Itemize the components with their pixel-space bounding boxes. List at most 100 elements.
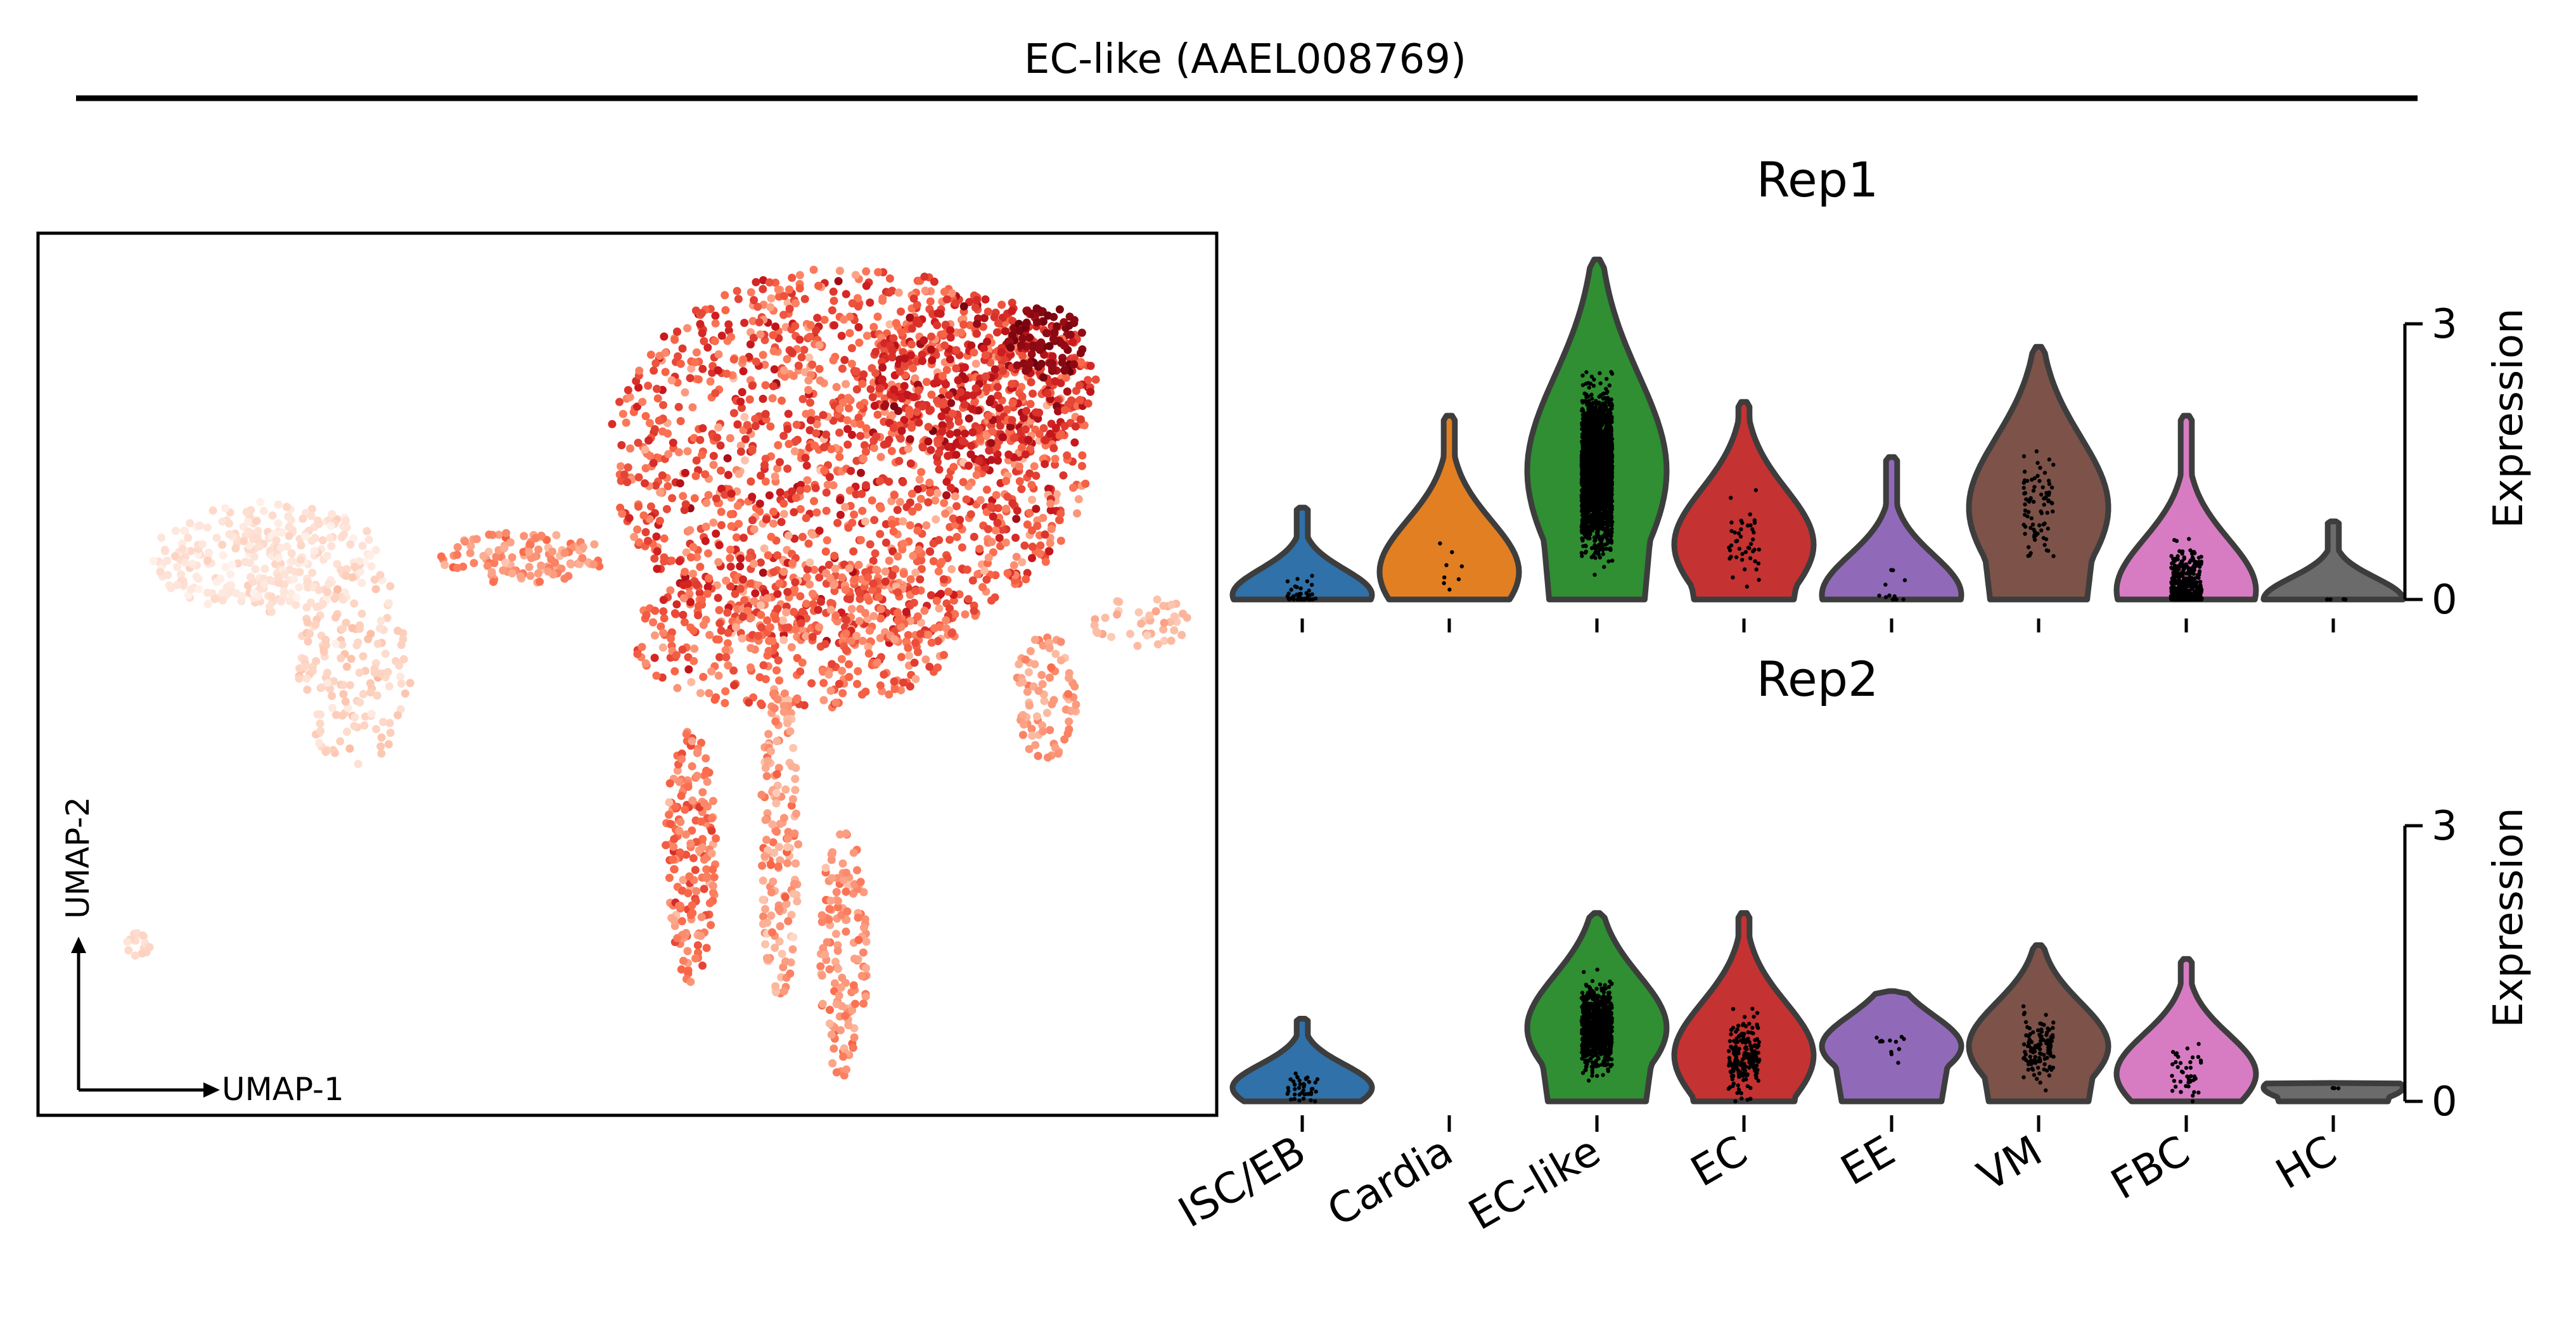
umap-point (914, 503, 923, 511)
umap-point (789, 371, 798, 380)
umap-point (1015, 462, 1023, 471)
umap-point (855, 338, 864, 347)
umap-point (780, 689, 789, 698)
umap-point (993, 518, 1002, 527)
umap-point (674, 448, 683, 457)
umap-point (935, 465, 944, 474)
umap-point (924, 437, 933, 446)
umap-point (762, 515, 771, 523)
umap-point (888, 346, 897, 355)
umap-point (753, 632, 762, 640)
umap-point (255, 542, 264, 551)
umap-point (712, 834, 721, 843)
umap-point (673, 933, 682, 942)
umap-point (894, 588, 902, 597)
umap-point (959, 314, 968, 323)
umap-point (1060, 366, 1069, 375)
umap-point (479, 551, 488, 560)
umap-point (1002, 504, 1011, 513)
umap-point (386, 582, 395, 591)
umap-point (978, 583, 987, 591)
umap-point (679, 876, 688, 885)
umap-point (807, 679, 816, 688)
umap-point (947, 399, 956, 407)
umap-point (876, 681, 885, 690)
umap-point (1041, 436, 1050, 445)
umap-point (904, 644, 913, 652)
umap-point (1137, 619, 1146, 628)
umap-point (820, 466, 829, 475)
umap-point (779, 509, 788, 518)
umap-point (795, 284, 804, 293)
umap-point (842, 616, 850, 624)
umap-point (633, 402, 641, 411)
umap-point (764, 551, 772, 560)
umap-point (910, 393, 919, 402)
umap-point (1049, 312, 1058, 321)
umap-point (489, 577, 497, 586)
umap-point (806, 321, 815, 330)
umap-point (831, 698, 840, 707)
umap-point (670, 802, 679, 811)
umap-point (525, 540, 534, 549)
umap-point (307, 511, 316, 520)
umap-point (862, 424, 871, 433)
umap-point (747, 477, 755, 486)
umap-point (942, 295, 951, 304)
umap-point (836, 830, 845, 839)
umap-point (859, 888, 868, 897)
umap-point (876, 452, 885, 461)
umap-x-label: UMAP-1 (222, 1071, 344, 1108)
umap-point (721, 699, 729, 707)
umap-point (683, 580, 692, 588)
umap-point (1056, 509, 1065, 518)
umap-point (698, 364, 707, 373)
umap-point (709, 452, 718, 460)
umap-point (935, 604, 944, 613)
umap-point (774, 862, 783, 871)
umap-point (925, 478, 934, 487)
umap-point (698, 843, 707, 852)
umap-point (1018, 558, 1027, 567)
umap-point (865, 626, 874, 635)
umap-point (872, 432, 881, 441)
umap-point (935, 623, 944, 631)
umap-point (525, 548, 534, 556)
umap-point (819, 696, 828, 705)
umap-point (827, 1030, 836, 1039)
umap-point (673, 327, 681, 336)
umap-point (866, 298, 875, 307)
umap-point (1086, 387, 1095, 396)
umap-point (833, 964, 842, 973)
umap-point (1025, 668, 1033, 677)
umap-point (968, 576, 977, 585)
umap-point (862, 964, 871, 973)
umap-point (1052, 490, 1061, 499)
umap-point (305, 629, 314, 638)
umap-point (315, 739, 324, 748)
umap-y-label: UMAP-2 (60, 797, 96, 919)
umap-point (788, 559, 797, 568)
umap-point (1049, 335, 1058, 343)
umap-point (911, 374, 920, 383)
umap-point (1021, 425, 1030, 434)
umap-point (787, 911, 796, 920)
umap-point (868, 393, 877, 402)
umap-point (346, 681, 354, 689)
umap-point (830, 297, 838, 305)
umap-point (274, 500, 283, 509)
umap-point (952, 364, 961, 373)
umap-point (745, 395, 754, 404)
umap-point (1091, 375, 1100, 384)
umap-point (808, 632, 817, 641)
umap-point (660, 553, 669, 562)
umap-point (980, 567, 989, 575)
umap-point (769, 519, 778, 528)
umap-point (994, 391, 1003, 400)
umap-point (757, 601, 765, 610)
umap-point (499, 566, 508, 575)
umap-point (1017, 443, 1026, 452)
umap-point (679, 610, 688, 619)
umap-point (864, 643, 873, 651)
umap-point (634, 538, 643, 547)
